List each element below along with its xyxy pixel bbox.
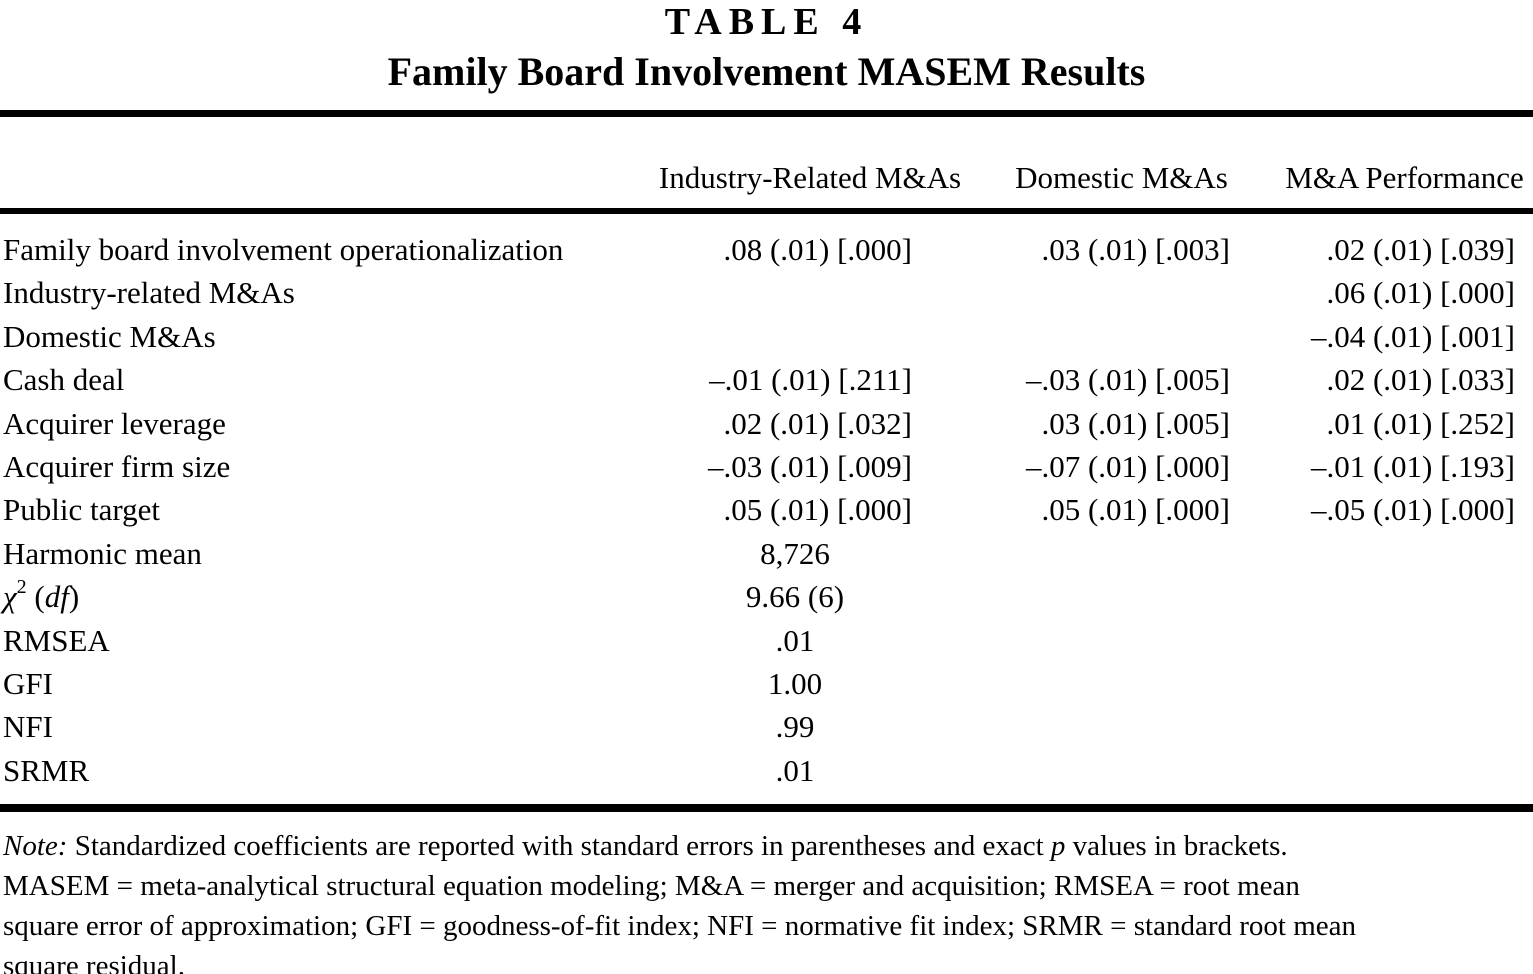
cell-empty [1248, 532, 1533, 575]
cell-domestic: –.03 (.01) [.005] [1025, 362, 1230, 398]
df-close-paren: ) [68, 579, 80, 615]
column-header-empty [0, 117, 620, 214]
table-note: Note: Standardized coefficients are repo… [0, 812, 1533, 974]
df-label: df [44, 579, 69, 615]
row-srmr: SRMR .01 [0, 749, 1533, 804]
cell-industry-related: –.01 (.01) [.211] [709, 362, 912, 398]
chi-symbol: χ [3, 579, 17, 615]
cell-empty [970, 705, 1248, 748]
row-nfi: NFI .99 [0, 705, 1533, 748]
cell-fit-value: 8,726 [760, 535, 830, 571]
column-header-domestic-mas: Domestic M&As [970, 117, 1248, 214]
cell-empty [1248, 619, 1533, 662]
row-acquirer-leverage: Acquirer leverage .02 (.01) [.032] .03 (… [0, 402, 1533, 445]
cell-industry-related [620, 271, 970, 314]
column-header-ma-performance: M&A Performance [1248, 117, 1533, 214]
table-body: Family board involvement operationalizat… [0, 211, 1533, 804]
row-public-target: Public target .05 (.01) [.000] .05 (.01)… [0, 488, 1533, 531]
bottom-rule [0, 804, 1533, 813]
cell-fit-value: .01 [775, 752, 815, 788]
cell-performance: .01 (.01) [.252] [1326, 405, 1515, 441]
cell-industry-related: .02 (.01) [.032] [723, 405, 912, 441]
cell-performance: .02 (.01) [.039] [1326, 232, 1515, 267]
header-row: Industry-Related M&As Domestic M&As M&A … [0, 117, 1533, 214]
cell-empty [970, 532, 1248, 575]
note-text-2: values in brackets. [1065, 830, 1288, 863]
cell-performance: .02 (.01) [.033] [1326, 362, 1515, 398]
top-rule [0, 110, 1533, 117]
cell-domestic: .05 (.01) [.000] [1041, 492, 1230, 528]
row-label: χ2 (df) [0, 575, 620, 618]
cell-industry-related: –.03 (.01) [.009] [707, 449, 912, 485]
row-label: Acquirer leverage [3, 405, 226, 441]
cell-domestic: .03 (.01) [.005] [1041, 405, 1230, 441]
note-line-4: square residual. [3, 950, 185, 974]
cell-performance: –.04 (.01) [.001] [1310, 318, 1515, 354]
row-family-board-involvement: Family board involvement operationalizat… [0, 211, 1533, 271]
cell-empty [970, 619, 1248, 662]
note-line-3: square error of approximation; GFI = goo… [3, 910, 1357, 943]
cell-fit-value: .01 [775, 622, 815, 658]
row-industry-related-mas: Industry-related M&As .06 (.01) [.000] [0, 271, 1533, 314]
note-italic-p: p [1050, 830, 1066, 863]
table-title: Family Board Involvement MASEM Results [387, 49, 1146, 94]
cell-empty [1248, 662, 1533, 705]
cell-domestic [970, 315, 1248, 358]
row-chi-square: χ2 (df) 9.66 (6) [0, 575, 1533, 618]
row-rmsea: RMSEA .01 [0, 619, 1533, 662]
row-label: SRMR [3, 752, 90, 788]
row-label: Harmonic mean [3, 535, 202, 571]
cell-fit-value: .99 [775, 709, 815, 745]
note-line-1: Note: Standardized coefficients are repo… [3, 826, 1533, 866]
note-text-1: Standardized coefficients are reported w… [67, 830, 1051, 863]
row-label: NFI [3, 709, 53, 745]
row-label: Family board involvement operationalizat… [3, 232, 564, 267]
cell-empty [1248, 705, 1533, 748]
cell-industry-related [620, 315, 970, 358]
row-acquirer-firm-size: Acquirer firm size –.03 (.01) [.009] –.0… [0, 445, 1533, 488]
note-label: Note: [3, 830, 68, 863]
row-label: Industry-related M&As [3, 275, 295, 311]
row-label: Cash deal [3, 362, 125, 398]
row-label: Acquirer firm size [3, 449, 231, 485]
note-line-2: MASEM = meta-analytical structural equat… [3, 870, 1300, 903]
table-number: TABLE 4 [664, 1, 869, 43]
column-header-industry-related-mas: Industry-Related M&As [620, 117, 970, 214]
df-open-paren: ( [26, 579, 45, 615]
cell-empty [1248, 575, 1533, 618]
cell-industry-related: .08 (.01) [.000] [723, 232, 912, 267]
cell-empty [970, 662, 1248, 705]
row-harmonic-mean: Harmonic mean 8,726 [0, 532, 1533, 575]
cell-performance: –.05 (.01) [.000] [1310, 492, 1515, 528]
cell-domestic: –.07 (.01) [.000] [1025, 449, 1230, 485]
table-header: Industry-Related M&As Domestic M&As M&A … [0, 117, 1533, 214]
cell-industry-related: .05 (.01) [.000] [723, 492, 912, 528]
row-label: Domestic M&As [3, 318, 216, 354]
cell-performance: .06 (.01) [.000] [1326, 275, 1515, 311]
row-domestic-mas: Domestic M&As –.04 (.01) [.001] [0, 315, 1533, 358]
cell-empty [970, 749, 1248, 804]
cell-empty [970, 575, 1248, 618]
row-gfi: GFI 1.00 [0, 662, 1533, 705]
row-label: Public target [3, 492, 160, 528]
masem-results-table: Industry-Related M&As Domestic M&As M&A … [0, 117, 1533, 804]
row-cash-deal: Cash deal –.01 (.01) [.211] –.03 (.01) [… [0, 358, 1533, 401]
row-label: RMSEA [3, 622, 110, 658]
chi-superscript: 2 [16, 576, 27, 599]
row-label: GFI [3, 666, 53, 702]
cell-empty [1248, 749, 1533, 804]
cell-fit-value: 9.66 (6) [745, 579, 845, 615]
cell-fit-value: 1.00 [767, 666, 823, 702]
cell-domestic: .03 (.01) [.003] [1041, 232, 1230, 267]
cell-domestic [970, 271, 1248, 314]
cell-performance: –.01 (.01) [.193] [1310, 449, 1515, 485]
